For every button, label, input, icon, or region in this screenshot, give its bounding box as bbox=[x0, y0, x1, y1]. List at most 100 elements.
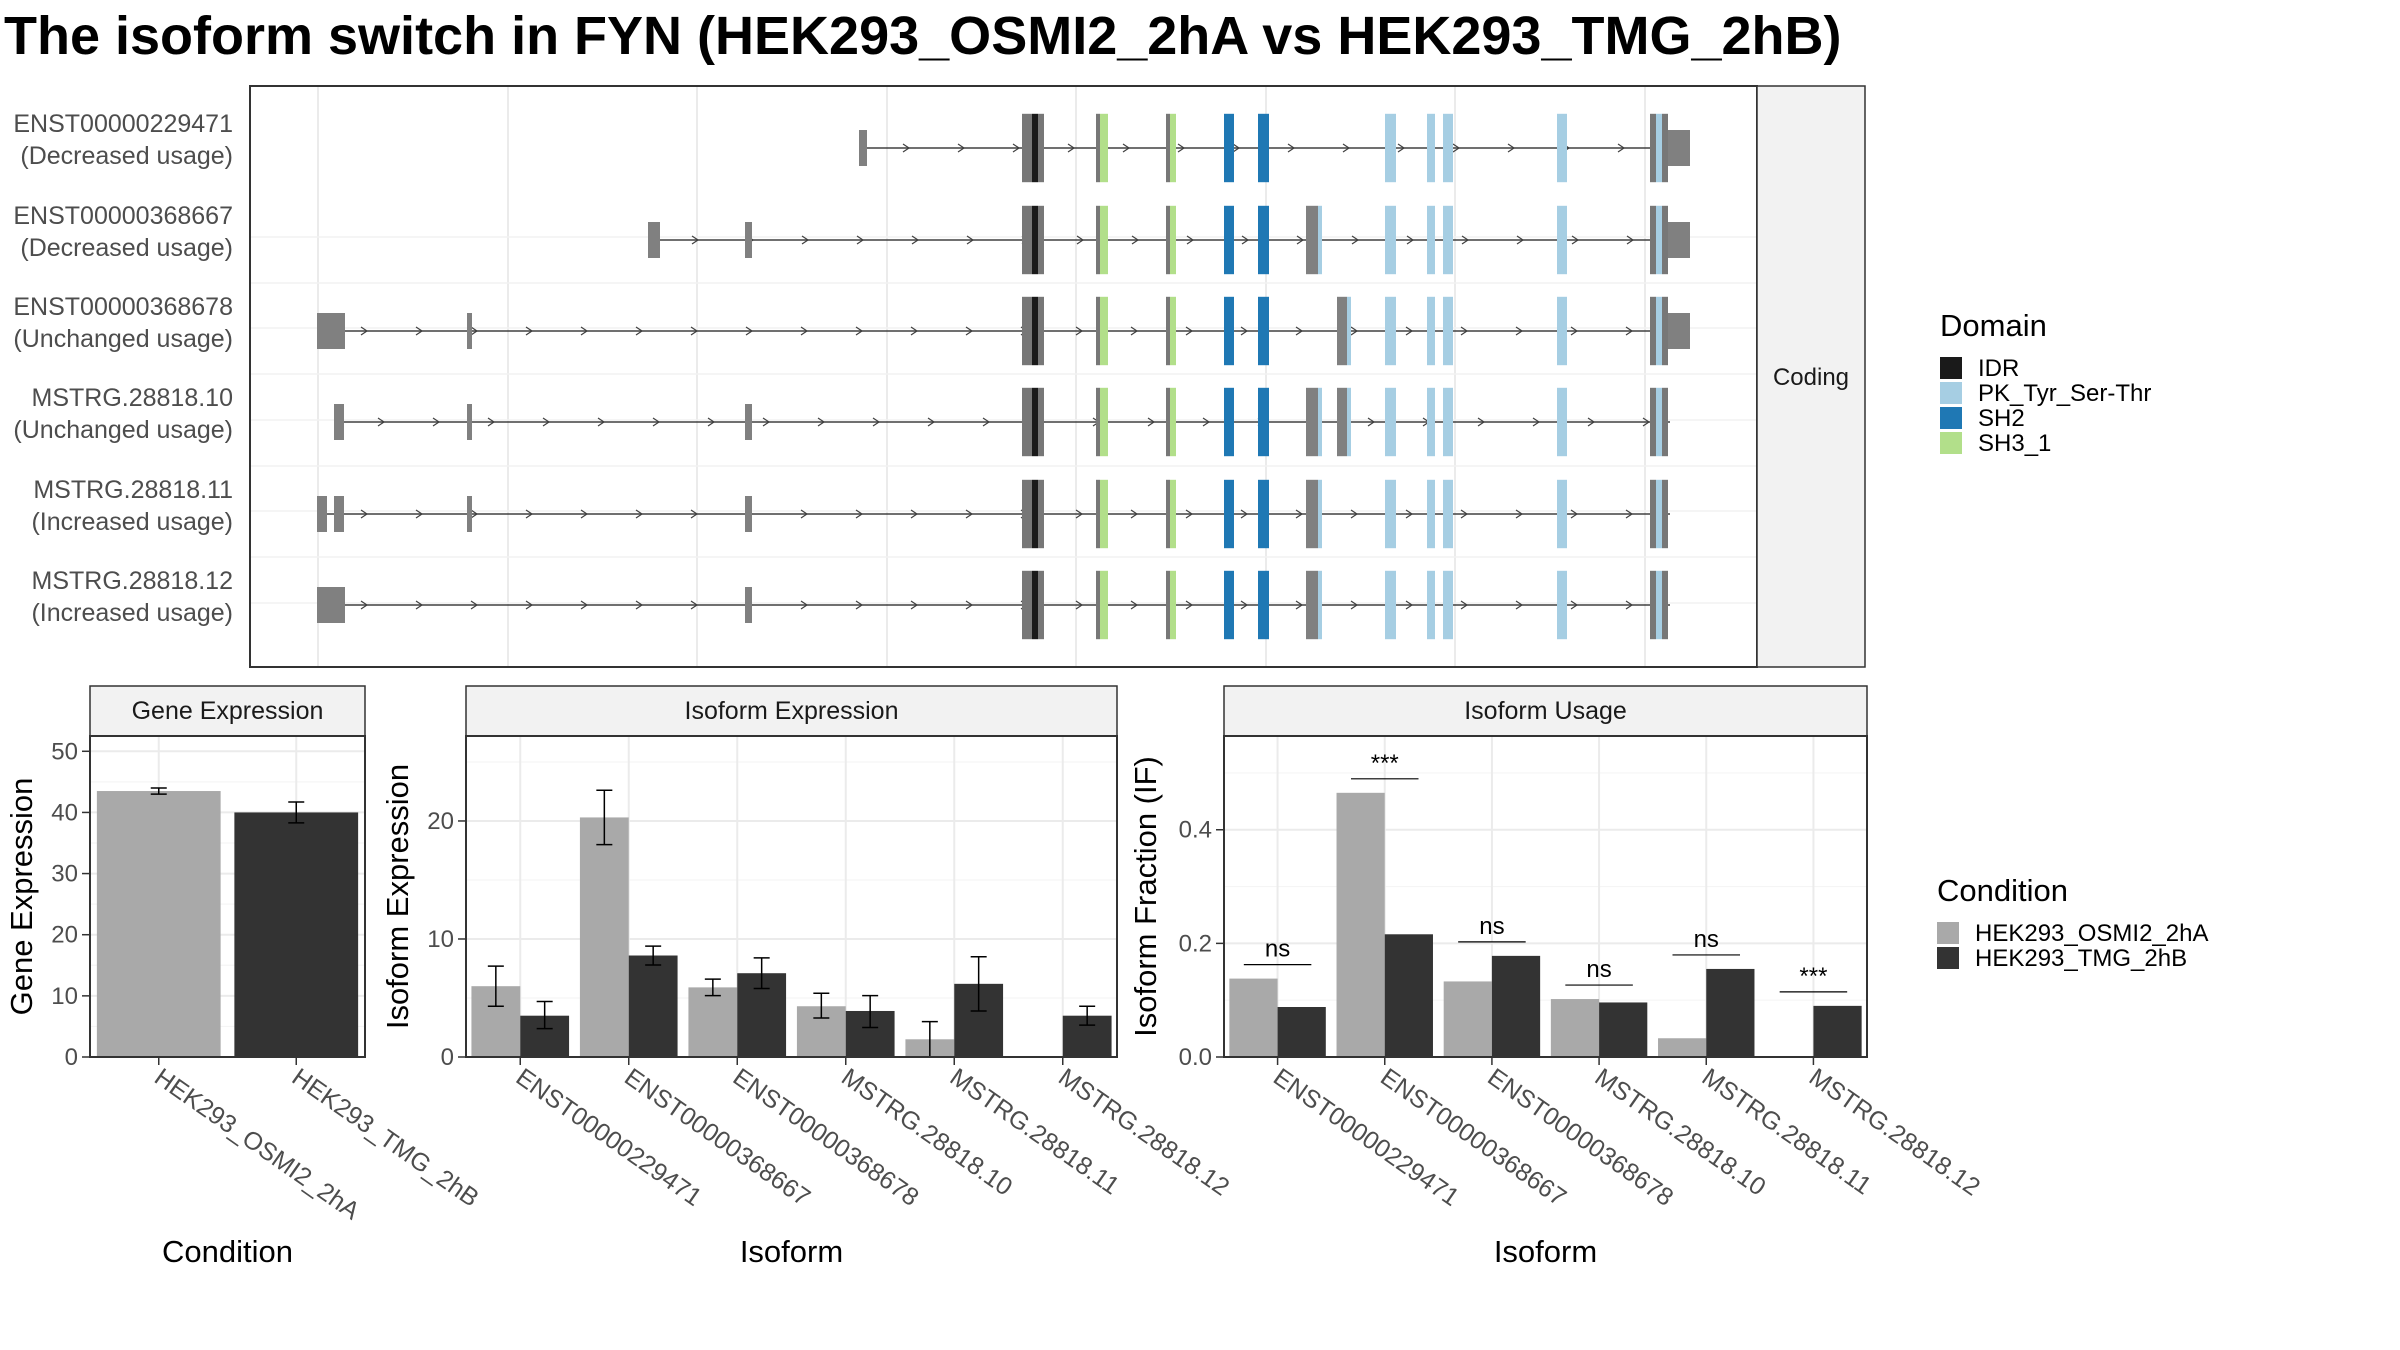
utr-exon bbox=[745, 222, 752, 258]
bar bbox=[1550, 999, 1600, 1057]
intron-arrow bbox=[1295, 509, 1304, 519]
domain-exon bbox=[1557, 570, 1567, 640]
domain-exon bbox=[1170, 113, 1176, 183]
utr-exon bbox=[467, 404, 472, 440]
intron-arrow bbox=[1515, 326, 1524, 336]
domain-exon bbox=[1224, 387, 1234, 457]
cds-exon bbox=[1038, 387, 1044, 457]
bar bbox=[1384, 934, 1433, 1057]
domain-exon bbox=[1318, 570, 1322, 640]
domain-exon bbox=[1318, 479, 1322, 549]
transcript-id-label: ENST00000229471 bbox=[13, 110, 233, 138]
intron-arrow bbox=[1342, 143, 1351, 153]
cds-exon bbox=[1306, 570, 1318, 640]
domain-exon bbox=[1032, 205, 1038, 275]
domain-exon bbox=[1100, 570, 1108, 640]
cds-exon bbox=[1166, 570, 1170, 640]
transcript-id-label: MSTRG.28818.12 bbox=[32, 567, 234, 595]
transcript-status-label: (Decreased usage) bbox=[20, 142, 233, 170]
intron-arrow bbox=[432, 417, 441, 427]
significance-label: *** bbox=[1371, 750, 1399, 777]
intron-arrow bbox=[800, 509, 809, 519]
x-tick-label: ENST00000368667 bbox=[1375, 1063, 1571, 1212]
structure-background bbox=[250, 86, 1757, 667]
x-axis-title: Condition bbox=[162, 1234, 293, 1269]
domain-exon bbox=[1443, 113, 1453, 183]
bar bbox=[1658, 1038, 1707, 1057]
x-tick-label: MSTRG.28818.12 bbox=[1804, 1063, 1985, 1202]
domain-exon bbox=[1224, 570, 1234, 640]
cds-exon bbox=[1662, 296, 1668, 366]
domain-exon bbox=[1224, 296, 1234, 366]
intron-arrow bbox=[1452, 143, 1461, 153]
intron-arrow bbox=[1131, 235, 1140, 245]
domain-exon bbox=[1443, 570, 1453, 640]
transcript-status-label: (Decreased usage) bbox=[20, 234, 233, 262]
intron-arrow bbox=[1177, 143, 1186, 153]
intron-arrow bbox=[1625, 600, 1634, 610]
intron-arrow bbox=[1240, 509, 1249, 519]
intron-arrow bbox=[580, 326, 589, 336]
cds-exon bbox=[1166, 387, 1170, 457]
intron-arrow bbox=[1147, 417, 1156, 427]
intron-arrow bbox=[1367, 417, 1376, 427]
intron-arrow bbox=[1067, 143, 1076, 153]
domain-exon bbox=[1427, 387, 1435, 457]
structure-facet-label: Coding bbox=[1773, 364, 1849, 391]
bar bbox=[1599, 1002, 1648, 1057]
transcript-status-label: (Unchanged usage) bbox=[13, 416, 233, 444]
domain-exon bbox=[1443, 296, 1453, 366]
y-tick-label: 10 bbox=[51, 983, 78, 1010]
domain-exon bbox=[1258, 205, 1269, 275]
utr-exon bbox=[317, 496, 327, 532]
intron-arrow bbox=[965, 326, 974, 336]
intron-arrow bbox=[1075, 509, 1084, 519]
transcript-status-label: (Increased usage) bbox=[31, 508, 233, 536]
intron-arrow bbox=[1460, 600, 1469, 610]
intron-arrow bbox=[1232, 143, 1241, 153]
condition-legend-label: HEK293_OSMI2_2hA bbox=[1975, 920, 2208, 947]
domain-exon bbox=[1032, 113, 1038, 183]
panel-strip bbox=[1223, 685, 1868, 737]
domain-exon bbox=[1170, 570, 1176, 640]
cds-exon bbox=[1022, 387, 1032, 457]
intron-arrow bbox=[1570, 509, 1579, 519]
intron-arrow bbox=[1626, 235, 1635, 245]
condition-legend-title: Condition bbox=[1937, 873, 2068, 908]
domain-exon bbox=[1385, 113, 1396, 183]
utr-exon bbox=[1668, 130, 1690, 166]
domain-exon bbox=[1224, 113, 1234, 183]
intron-arrow bbox=[635, 600, 644, 610]
cds-exon bbox=[1337, 387, 1347, 457]
utr-exon bbox=[745, 587, 752, 623]
cds-exon bbox=[1022, 479, 1032, 549]
cds-exon bbox=[1022, 205, 1032, 275]
y-tick-label: 50 bbox=[51, 738, 78, 765]
intron-arrow bbox=[690, 600, 699, 610]
panel-border bbox=[465, 735, 1118, 1058]
utr-exon bbox=[334, 404, 344, 440]
cds-exon bbox=[1662, 113, 1668, 183]
cds-exon bbox=[1306, 205, 1318, 275]
domain-exon bbox=[1224, 205, 1234, 275]
y-tick-label: 20 bbox=[51, 922, 78, 949]
intron-arrow bbox=[1571, 235, 1580, 245]
utr-exon bbox=[1668, 222, 1690, 258]
y-axis-title: Isoform Expression bbox=[380, 764, 415, 1029]
intron-arrow bbox=[360, 600, 369, 610]
intron-arrow bbox=[470, 600, 479, 610]
intron-arrow bbox=[1570, 326, 1579, 336]
intron-arrow bbox=[487, 417, 496, 427]
cds-exon bbox=[1650, 387, 1656, 457]
domain-legend-label: IDR bbox=[1978, 355, 2019, 382]
isoform-expression-panel: Isoform Expression ENST00000229471ENST000… bbox=[380, 685, 1234, 1269]
cds-exon bbox=[1650, 113, 1656, 183]
intron-arrow bbox=[1460, 326, 1469, 336]
intron-arrow bbox=[1202, 417, 1211, 427]
significance-label: ns bbox=[1586, 956, 1611, 983]
intron-arrow bbox=[800, 326, 809, 336]
domain-legend-title: Domain bbox=[1940, 308, 2047, 343]
domain-exon bbox=[1443, 387, 1453, 457]
intron-arrow bbox=[902, 143, 911, 153]
intron-arrow bbox=[1130, 600, 1139, 610]
